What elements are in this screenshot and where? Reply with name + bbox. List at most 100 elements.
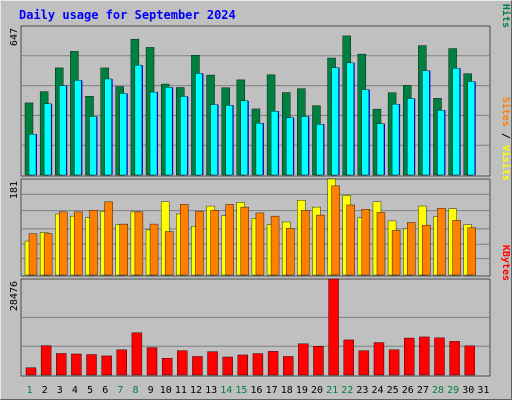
bar-sites bbox=[28, 233, 38, 276]
bar-sites bbox=[134, 211, 144, 276]
bar-kbytes bbox=[434, 337, 445, 376]
bar-sites bbox=[104, 201, 113, 276]
bar-pages bbox=[437, 110, 445, 176]
bar-sites bbox=[407, 222, 416, 276]
bar-sites bbox=[391, 230, 401, 276]
bar-pages bbox=[28, 134, 37, 176]
bar-sites bbox=[74, 211, 83, 276]
bar-kbytes bbox=[404, 337, 415, 376]
bar-pages bbox=[316, 124, 324, 176]
bar-kbytes bbox=[449, 341, 460, 376]
y-max-label: 647 bbox=[9, 28, 20, 46]
bar-pages bbox=[195, 73, 203, 176]
x-tick-label: 25 bbox=[387, 385, 399, 396]
bar-sites bbox=[361, 209, 371, 276]
bar-kbytes bbox=[177, 350, 188, 376]
side-legend: Sites / Visits bbox=[500, 97, 512, 181]
bar-kbytes bbox=[86, 354, 97, 376]
bar-sites bbox=[149, 223, 159, 276]
bar-sites bbox=[437, 207, 446, 276]
bar-kbytes bbox=[358, 350, 370, 376]
x-tick-label: 6 bbox=[102, 385, 108, 396]
bar-sites bbox=[180, 204, 189, 276]
bar-sites bbox=[331, 185, 340, 276]
bar-kbytes bbox=[71, 353, 82, 376]
bar-pages bbox=[89, 116, 97, 176]
bar-pages bbox=[270, 111, 279, 176]
bar-kbytes bbox=[56, 353, 67, 376]
y-max-label: 28476 bbox=[9, 281, 20, 311]
side-legend-part: / bbox=[500, 127, 511, 145]
x-tick-label: 28 bbox=[432, 385, 444, 396]
bar-sites bbox=[452, 220, 461, 276]
x-tick-label: 9 bbox=[148, 385, 154, 396]
x-tick-label: 20 bbox=[311, 385, 323, 396]
x-tick-label: 5 bbox=[87, 385, 93, 396]
bar-kbytes bbox=[161, 358, 173, 376]
x-tick-label: 13 bbox=[205, 385, 217, 396]
x-tick-label: 18 bbox=[281, 385, 293, 396]
x-tick-label: 4 bbox=[72, 385, 78, 396]
bar-pages bbox=[255, 122, 264, 176]
x-tick-label: 30 bbox=[462, 385, 474, 396]
bar-pages bbox=[240, 100, 249, 176]
y-max-label: 181 bbox=[9, 181, 20, 199]
bar-sites bbox=[225, 204, 234, 276]
bar-pages bbox=[391, 104, 400, 176]
bar-kbytes bbox=[282, 356, 294, 376]
bar-pages bbox=[467, 81, 475, 176]
bar-pages bbox=[407, 98, 415, 176]
x-tick-label: 3 bbox=[57, 385, 63, 396]
side-legend-part: / bbox=[500, 0, 511, 4]
x-tick-label: 7 bbox=[117, 385, 123, 396]
bar-pages bbox=[210, 104, 218, 176]
side-legend-part: Sites bbox=[500, 97, 512, 127]
bar-kbytes bbox=[298, 343, 309, 376]
x-tick-label: 2 bbox=[42, 385, 48, 396]
x-tick-label: 15 bbox=[235, 385, 247, 396]
x-tick-label: 16 bbox=[250, 385, 262, 396]
side-legend: KBytes bbox=[500, 245, 511, 281]
bar-kbytes bbox=[313, 346, 324, 376]
bar-pages bbox=[376, 123, 385, 176]
x-tick-label: 31 bbox=[477, 385, 489, 396]
bar-kbytes bbox=[328, 278, 339, 376]
bar-pages bbox=[134, 64, 143, 176]
bar-sites bbox=[467, 227, 476, 276]
bar-sites bbox=[316, 214, 325, 276]
bar-pages bbox=[164, 87, 173, 176]
bar-kbytes bbox=[222, 356, 233, 376]
bar-kbytes bbox=[207, 351, 218, 376]
x-tick-label: 17 bbox=[266, 385, 278, 396]
bar-pages bbox=[59, 85, 67, 176]
bar-pages bbox=[43, 103, 52, 176]
chart-title: Daily usage for September 2024 bbox=[19, 8, 236, 22]
bar-kbytes bbox=[419, 336, 430, 376]
x-tick-label: 11 bbox=[175, 385, 187, 396]
bar-sites bbox=[240, 206, 250, 276]
bar-pages bbox=[285, 117, 294, 176]
bar-pages bbox=[225, 105, 233, 176]
bar-sites bbox=[164, 231, 174, 276]
bar-sites bbox=[376, 212, 386, 276]
side-legend-part: Hits bbox=[500, 4, 512, 28]
bar-sites bbox=[346, 204, 355, 276]
side-legend-part: KBytes bbox=[500, 245, 511, 281]
bar-kbytes bbox=[192, 356, 203, 376]
x-tick-label: 8 bbox=[132, 385, 138, 396]
bar-kbytes bbox=[464, 345, 475, 376]
bar-sites bbox=[301, 210, 310, 276]
bar-kbytes bbox=[237, 354, 249, 376]
bar-sites bbox=[89, 210, 98, 276]
bar-kbytes bbox=[252, 353, 264, 376]
bar-kbytes bbox=[40, 345, 52, 376]
x-tick-label: 1 bbox=[27, 385, 33, 396]
bar-kbytes bbox=[373, 342, 385, 376]
bar-sites bbox=[255, 212, 265, 276]
x-tick-label: 24 bbox=[372, 385, 384, 396]
bar-pages bbox=[301, 116, 309, 176]
bar-pages bbox=[452, 68, 460, 176]
bar-sites bbox=[43, 233, 53, 276]
bar-pages bbox=[180, 96, 188, 176]
